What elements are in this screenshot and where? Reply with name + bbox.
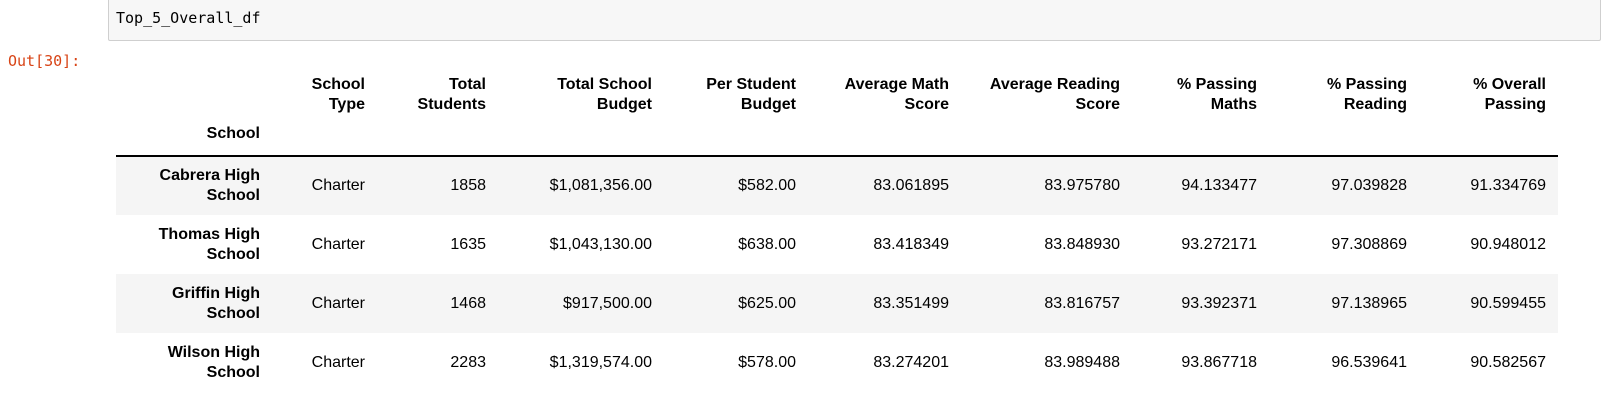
cell-school-type: Charter	[311, 353, 365, 371]
cell-average-math-score: 83.418349	[873, 235, 949, 253]
row-index-school: Griffin High School	[172, 284, 260, 322]
column-header-average-reading-score: Average Reading Score	[989, 76, 1120, 113]
dataframe-table: School Type Total Students Total School …	[116, 64, 1558, 392]
table-row: Wilson High School Charter 2283 $1,319,5…	[116, 333, 1558, 392]
cell-passing-reading: 97.308869	[1331, 235, 1407, 253]
column-header-row: School Type Total Students Total School …	[116, 64, 1558, 124]
column-header-overall-passing: % Overall Passing	[1473, 76, 1546, 113]
cell-per-student-budget: $625.00	[738, 294, 796, 312]
cell-average-reading-score: 83.989488	[1044, 353, 1120, 371]
column-header-total-school-budget: Total School Budget	[557, 76, 652, 113]
cell-total-school-budget: $1,081,356.00	[549, 177, 652, 194]
cell-school-type: Charter	[311, 294, 365, 312]
cell-total-students: 1635	[450, 235, 486, 253]
output-prompt: Out[30]:	[8, 52, 81, 70]
cell-passing-maths: 93.392371	[1181, 294, 1257, 312]
table-row: Thomas High School Charter 1635 $1,043,1…	[116, 215, 1558, 274]
cell-total-school-budget: $1,319,574.00	[549, 353, 652, 371]
column-header-total-students: Total Students	[417, 76, 486, 113]
column-header-average-math-score: Average Math Score	[844, 76, 949, 113]
cell-per-student-budget: $582.00	[738, 177, 796, 194]
index-header-school: School	[206, 125, 260, 142]
table-row: Cabrera High School Charter 1858 $1,081,…	[116, 156, 1558, 215]
dataframe-output: School Type Total Students Total School …	[116, 64, 1558, 392]
cell-school-type: Charter	[311, 177, 365, 194]
row-index-school: Cabrera High School	[159, 167, 260, 204]
cell-average-reading-score: 83.848930	[1044, 235, 1120, 253]
cell-average-reading-score: 83.816757	[1044, 294, 1120, 312]
cell-per-student-budget: $638.00	[738, 235, 796, 253]
cell-passing-maths: 93.272171	[1181, 235, 1257, 253]
column-header-passing-maths: % Passing Maths	[1176, 76, 1257, 113]
cell-total-students: 2283	[450, 353, 486, 371]
cell-overall-passing: 90.582567	[1470, 353, 1546, 371]
cell-overall-passing: 90.948012	[1470, 235, 1546, 253]
cell-per-student-budget: $578.00	[738, 353, 796, 371]
table-row: Griffin High School Charter 1468 $917,50…	[116, 274, 1558, 333]
index-header-row: School	[116, 124, 1558, 156]
row-index-school: Thomas High School	[158, 225, 260, 263]
cell-passing-maths: 93.867718	[1181, 353, 1257, 371]
cell-overall-passing: 90.599455	[1470, 294, 1546, 312]
column-header-passing-reading: % Passing Reading	[1326, 76, 1407, 113]
cell-overall-passing: 91.334769	[1470, 177, 1546, 194]
cell-average-math-score: 83.351499	[873, 294, 949, 312]
cell-average-math-score: 83.061895	[873, 177, 949, 194]
cell-average-reading-score: 83.975780	[1044, 177, 1120, 194]
cell-total-school-budget: $917,500.00	[563, 294, 652, 312]
cell-passing-reading: 96.539641	[1331, 353, 1407, 371]
column-header-per-student-budget: Per Student Budget	[706, 76, 796, 113]
row-index-school: Wilson High School	[167, 343, 260, 381]
cell-school-type: Charter	[311, 235, 365, 253]
cell-passing-reading: 97.138965	[1331, 294, 1407, 312]
cell-total-students: 1858	[450, 177, 486, 194]
cell-passing-reading: 97.039828	[1331, 177, 1407, 194]
cell-passing-maths: 94.133477	[1181, 177, 1257, 194]
code-input-text[interactable]: Top_5_Overall_df	[116, 9, 261, 27]
header-blank	[116, 64, 272, 124]
cell-total-students: 1468	[450, 294, 486, 312]
code-input-cell[interactable]: Top_5_Overall_df	[108, 0, 1601, 41]
cell-average-math-score: 83.274201	[873, 353, 949, 371]
cell-total-school-budget: $1,043,130.00	[549, 235, 652, 253]
column-header-school-type: School Type	[311, 76, 365, 113]
